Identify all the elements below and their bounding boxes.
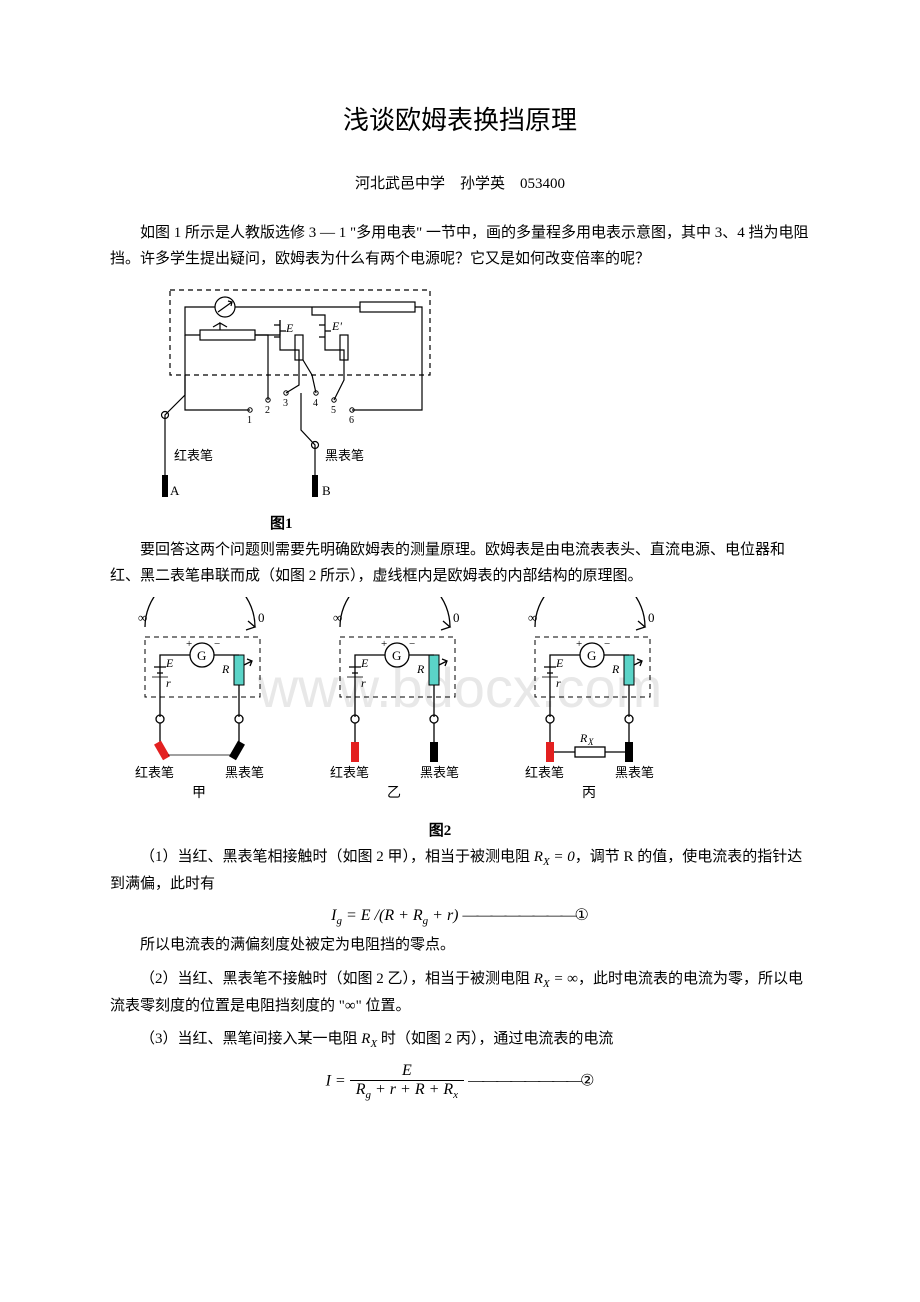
item-3-pre: （3）当红、黑笔间接入某一电阻 [140, 1031, 361, 1047]
para-3: 所以电流表的满偏刻度处被定为电阻挡的零点。 [110, 933, 810, 959]
f2-num: E [350, 1062, 464, 1080]
svg-text:1: 1 [247, 415, 252, 426]
f2-den-x: x [453, 1089, 458, 1101]
svg-text:红表笔: 红表笔 [174, 448, 213, 463]
f1-dash: ———————— [463, 907, 575, 924]
svg-text:黑表笔: 黑表笔 [420, 765, 459, 780]
svg-text:黑表笔: 黑表笔 [325, 448, 364, 463]
svg-text:R: R [579, 731, 588, 745]
para-intro: 如图 1 所示是人教版选修 3 — 1 "多用电表" 一节中，画的多量程多用电表… [110, 221, 810, 272]
figure-2-label: 图2 [70, 819, 810, 840]
svg-text:2: 2 [265, 405, 270, 416]
author-line: 河北武邑中学 孙学英 053400 [110, 172, 810, 193]
item-2: （2）当红、黑表笔不接触时（如图 2 乙），相当于被测电阻 RX = ∞，此时电… [110, 967, 810, 1019]
svg-text:X: X [587, 737, 594, 747]
svg-text:∞: ∞ [528, 610, 537, 625]
svg-text:R: R [416, 662, 425, 676]
figure-1: E E' 1 2 3 4 5 6 红表笔 A 黑表笔 B 图1 [140, 280, 810, 533]
f2-den-a: R [356, 1081, 366, 1098]
formula-2: I = E Rg + r + R + Rx ————————② [110, 1062, 810, 1101]
rx2: R [534, 971, 543, 987]
svg-text:R: R [221, 662, 230, 676]
f1-end: + r) [428, 907, 458, 924]
f2-numcirc: ② [580, 1072, 594, 1089]
svg-text:6: 6 [349, 415, 354, 426]
svg-text:E': E' [331, 319, 342, 333]
svg-text:E: E [360, 656, 369, 670]
f2-dash: ———————— [468, 1072, 580, 1089]
f1-mid: = E /(R + R [342, 907, 423, 924]
svg-text:0: 0 [453, 610, 460, 625]
svg-text:+: + [576, 638, 582, 650]
svg-text:G: G [587, 648, 596, 663]
svg-text:黑表笔: 黑表笔 [225, 765, 264, 780]
svg-text:5: 5 [331, 405, 336, 416]
svg-text:∞: ∞ [138, 610, 147, 625]
svg-text:−: − [214, 638, 220, 650]
svg-text:红表笔: 红表笔 [525, 765, 564, 780]
svg-text:丙: 丙 [582, 786, 596, 801]
page-title: 浅谈欧姆表换挡原理 [110, 100, 810, 137]
svg-text:G: G [197, 648, 206, 663]
svg-text:G: G [392, 648, 401, 663]
rx-eq: = 0 [550, 849, 575, 865]
svg-text:−: − [409, 638, 415, 650]
item-3-post: 时（如图 2 丙），通过电流表的电流 [377, 1031, 613, 1047]
svg-text:+: + [186, 638, 192, 650]
rx2-sub: X [543, 978, 550, 990]
figure-1-label: 图1 [270, 512, 810, 533]
svg-text:A: A [170, 483, 180, 498]
f2-den-b: + r + R + R [371, 1081, 453, 1098]
svg-text:4: 4 [313, 398, 318, 409]
svg-text:r: r [166, 676, 171, 690]
item-2-pre: （2）当红、黑表笔不接触时（如图 2 乙），相当于被测电阻 [140, 971, 534, 987]
svg-text:红表笔: 红表笔 [330, 765, 369, 780]
rx2-eq: = ∞ [550, 971, 578, 987]
item-1-pre: （1）当红、黑表笔相接触时（如图 2 甲），相当于被测电阻 [140, 849, 534, 865]
f2-eq: = [331, 1072, 350, 1089]
svg-text:E: E [165, 656, 174, 670]
para-principle: 要回答这两个问题则需要先明确欧姆表的测量原理。欧姆表是由电流表表头、直流电源、电… [110, 538, 810, 589]
svg-text:红表笔: 红表笔 [135, 765, 174, 780]
formula-1: Ig = E /(R + Rg + r) ————————① [110, 905, 810, 927]
svg-text:3: 3 [283, 398, 288, 409]
svg-text:乙: 乙 [387, 785, 401, 801]
svg-text:+: + [381, 638, 387, 650]
svg-text:r: r [361, 676, 366, 690]
item-3: （3）当红、黑笔间接入某一电阻 RX 时（如图 2 丙），通过电流表的电流 [110, 1027, 810, 1054]
svg-text:B: B [322, 483, 331, 498]
f1-num: ① [575, 907, 589, 924]
item-1: （1）当红、黑表笔相接触时（如图 2 甲），相当于被测电阻 RX = 0，调节 … [110, 845, 810, 897]
svg-text:E: E [555, 656, 564, 670]
svg-text:甲: 甲 [192, 786, 206, 801]
svg-text:r: r [556, 676, 561, 690]
svg-text:−: − [604, 638, 610, 650]
svg-text:E: E [285, 321, 294, 335]
svg-text:0: 0 [258, 610, 265, 625]
figure-2: ∞0G+−ErR红表笔黑表笔甲∞0G+−ErR红表笔黑表笔乙∞0G+−ErRRX… [120, 597, 810, 840]
svg-text:R: R [611, 662, 620, 676]
svg-text:0: 0 [648, 610, 655, 625]
rx-symbol: R [534, 849, 543, 865]
svg-text:∞: ∞ [333, 610, 342, 625]
svg-text:黑表笔: 黑表笔 [615, 765, 654, 780]
rx-sub: X [543, 856, 550, 868]
